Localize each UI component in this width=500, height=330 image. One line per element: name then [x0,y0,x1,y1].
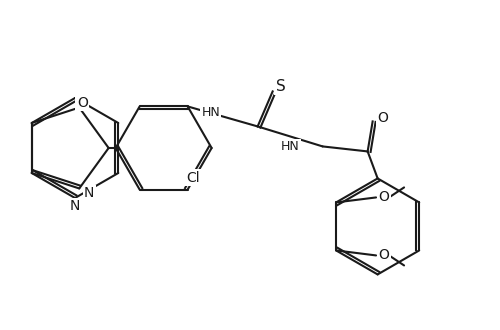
Text: HN: HN [281,140,299,153]
Text: S: S [276,79,285,94]
Text: N: N [84,186,94,200]
Text: O: O [77,96,88,110]
Text: O: O [378,248,390,262]
Text: N: N [70,199,80,213]
Text: O: O [378,190,390,204]
Text: Cl: Cl [186,171,200,184]
Text: O: O [377,112,388,125]
Text: HN: HN [202,106,220,119]
